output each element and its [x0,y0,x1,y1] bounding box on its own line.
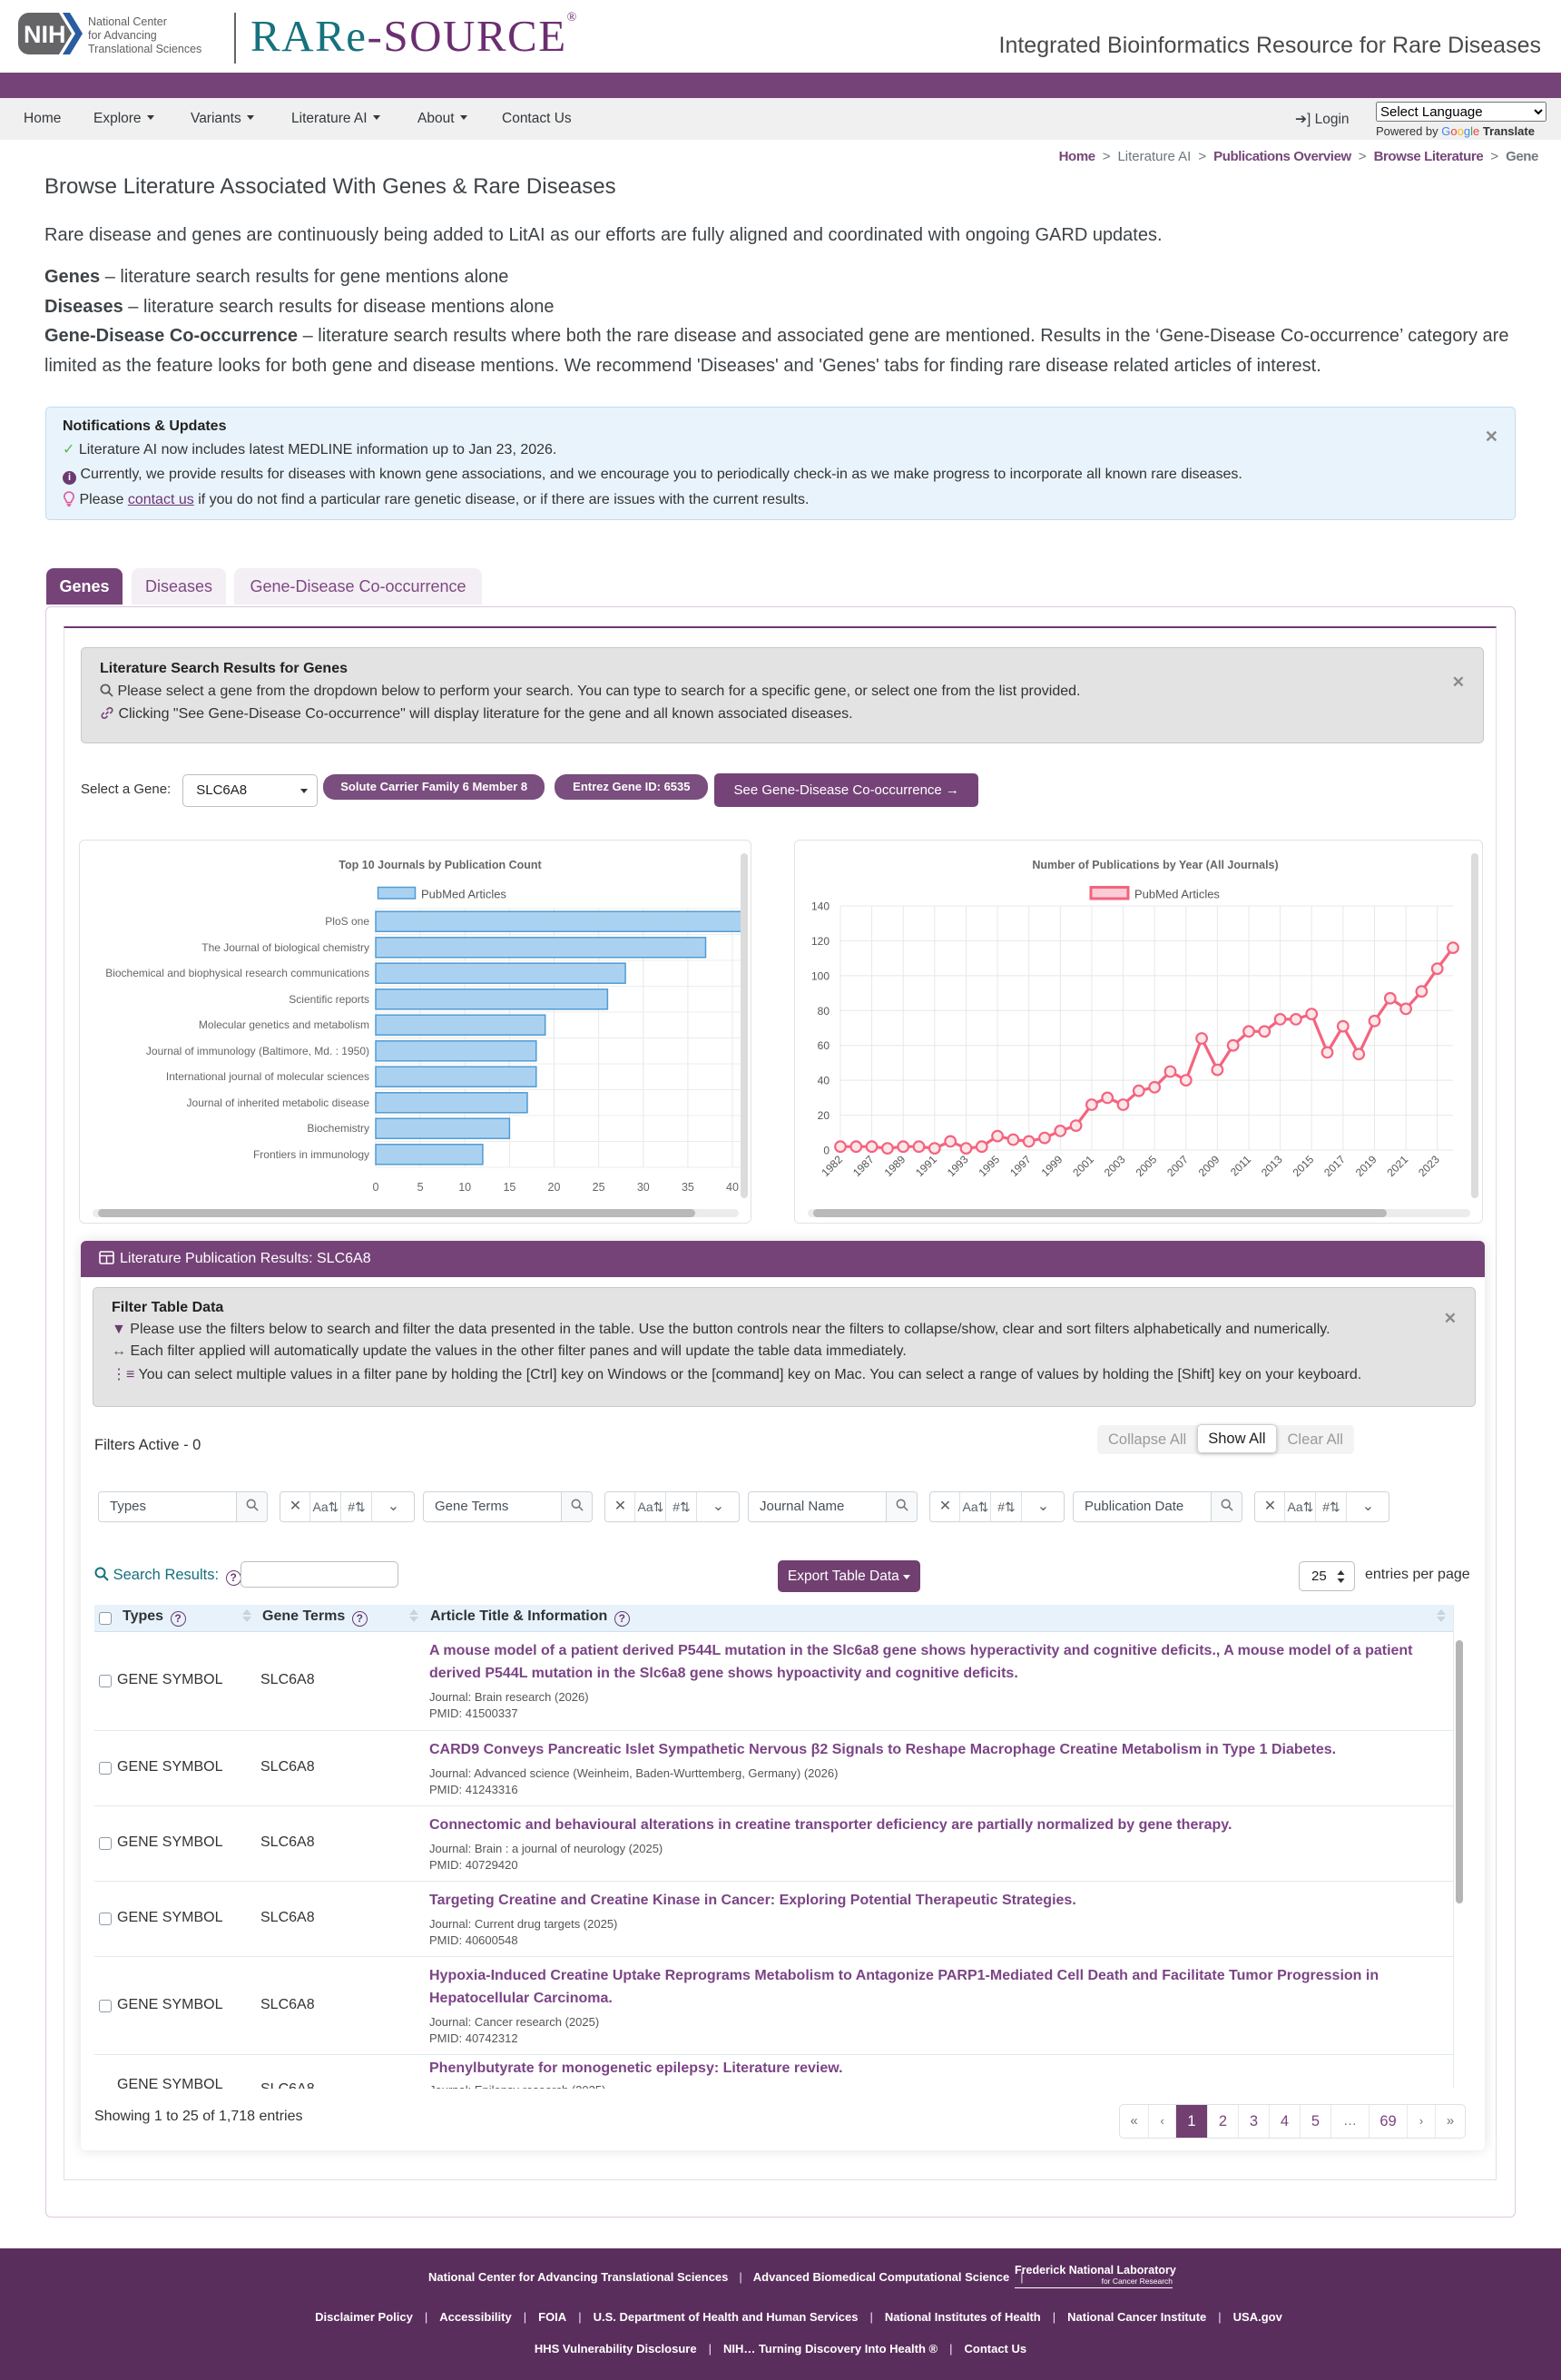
svg-text:2005: 2005 [1134,1153,1160,1179]
svg-text:Top 10 Journals by Publication: Top 10 Journals by Publication Count [339,859,542,871]
svg-text:10: 10 [458,1181,471,1194]
svg-text:1989: 1989 [882,1153,908,1179]
svg-text:Journal of inherited metabolic: Journal of inherited metabolic disease [187,1097,370,1109]
svg-text:120: 120 [811,935,830,948]
svg-text:Journal of immunology (Baltimo: Journal of immunology (Baltimore, Md. : … [146,1045,369,1057]
svg-text:2015: 2015 [1291,1153,1317,1179]
svg-text:The Journal of biological chem: The Journal of biological chemistry [201,941,369,954]
svg-text:60: 60 [818,1039,830,1052]
svg-text:NIH: NIH [24,21,66,48]
svg-text:2019: 2019 [1353,1153,1379,1179]
svg-text:International journal of molec: International journal of molecular scien… [166,1070,369,1083]
svg-text:40: 40 [726,1181,739,1194]
svg-text:Biochemistry: Biochemistry [307,1122,369,1135]
svg-text:2023: 2023 [1416,1153,1442,1179]
svg-text:2009: 2009 [1196,1153,1222,1179]
svg-text:2001: 2001 [1070,1153,1096,1179]
svg-text:40: 40 [818,1075,830,1087]
svg-text:100: 100 [811,969,830,982]
svg-text:20: 20 [818,1109,830,1122]
svg-text:2003: 2003 [1102,1153,1128,1179]
svg-text:1987: 1987 [850,1153,877,1179]
svg-text:1993: 1993 [945,1153,971,1179]
svg-text:25: 25 [593,1181,605,1194]
svg-text:140: 140 [811,900,830,913]
svg-text:30: 30 [637,1181,650,1194]
svg-text:PubMed Articles: PubMed Articles [421,888,506,901]
svg-text:PubMed Articles: PubMed Articles [1134,888,1220,901]
svg-text:2007: 2007 [1164,1153,1191,1179]
svg-text:80: 80 [818,1005,830,1018]
svg-text:20: 20 [548,1181,561,1194]
svg-text:15: 15 [503,1181,515,1194]
svg-text:Biochemical and biophysical re: Biochemical and biophysical research com… [105,967,369,979]
svg-text:35: 35 [682,1181,694,1194]
svg-text:1995: 1995 [976,1153,1002,1179]
svg-text:0: 0 [823,1145,830,1157]
svg-text:2021: 2021 [1384,1153,1410,1179]
svg-text:2017: 2017 [1321,1153,1348,1179]
svg-text:Molecular genetics and metabol: Molecular genetics and metabolism [199,1018,369,1031]
svg-text:Scientific reports: Scientific reports [289,993,369,1006]
svg-text:1997: 1997 [1007,1153,1034,1179]
svg-text:PloS one: PloS one [325,915,369,928]
svg-text:2013: 2013 [1259,1153,1285,1179]
svg-text:1991: 1991 [913,1153,939,1179]
svg-text:Frontiers in immunology: Frontiers in immunology [253,1148,369,1161]
svg-text:2011: 2011 [1228,1153,1253,1178]
svg-text:5: 5 [417,1181,424,1194]
svg-text:Number of Publications by Year: Number of Publications by Year (All Jour… [1032,859,1278,871]
svg-text:1999: 1999 [1039,1153,1065,1179]
svg-text:0: 0 [373,1181,379,1194]
